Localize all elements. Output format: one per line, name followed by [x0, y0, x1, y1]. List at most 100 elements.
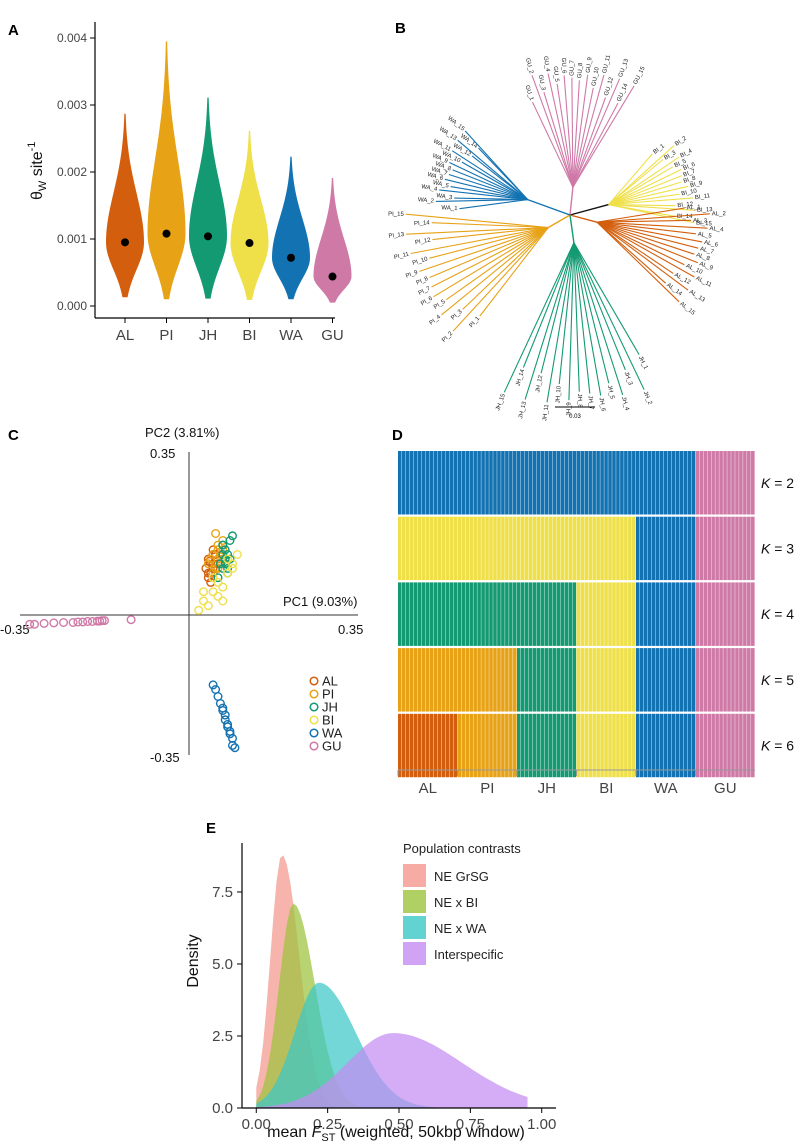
legend-swatch-interspecific [403, 942, 426, 965]
bar-gu [711, 713, 715, 778]
bar-bi [632, 648, 636, 712]
bar-gu [747, 648, 751, 712]
bar-pi [477, 516, 481, 581]
bar-gu [707, 713, 711, 778]
bar-bi [612, 516, 616, 581]
bar-pi [509, 648, 513, 712]
bar-pi [501, 582, 505, 646]
bar-jh [568, 516, 573, 581]
bar-al [425, 516, 430, 581]
legend-title: Population contrasts [403, 841, 521, 856]
branch-al_2 [596, 213, 710, 223]
bar-pi [485, 451, 489, 515]
tip-label-gu_14: GU_14 [616, 82, 629, 102]
tip-label-pi_4: PI_4 [429, 314, 443, 327]
tip-label-gu_11: GU_11 [602, 54, 612, 74]
bar-wa [691, 648, 696, 712]
bar-bi [592, 648, 596, 712]
bar-bi [576, 648, 581, 712]
bar-wa [639, 451, 644, 515]
x-tick-label-bi: BI [242, 327, 256, 344]
bar-jh [517, 516, 521, 581]
point-bi [203, 601, 213, 611]
point-jh [227, 531, 237, 541]
branch-bi_1 [608, 153, 653, 205]
tip-label-bi_6: BI_6 [682, 162, 696, 172]
branch-jh_1 [573, 242, 640, 355]
bar-jh [536, 516, 541, 581]
branch-jh_14 [522, 242, 575, 368]
bar-al [445, 713, 450, 778]
bar-bi [616, 713, 620, 778]
x-axis-title-sub: ST [321, 1132, 335, 1142]
bar-wa [647, 582, 652, 646]
bar-bi [596, 582, 600, 646]
bar-wa [671, 516, 676, 581]
bar-wa [679, 582, 684, 646]
median-dot-wa [287, 253, 295, 262]
bar-jh [520, 582, 525, 646]
bar-wa [659, 648, 664, 712]
bar-jh [564, 713, 569, 778]
admixture-bars [398, 451, 755, 780]
bar-bi [628, 582, 632, 646]
bar-jh [528, 713, 533, 778]
branch-wa_4 [439, 189, 528, 201]
bar-pi [509, 516, 513, 581]
bar-wa [683, 648, 688, 712]
k-letter: K [761, 606, 771, 622]
bar-bi [620, 451, 624, 515]
y-tick-label: 2.5 [212, 1028, 233, 1045]
branch-wa_15 [464, 130, 529, 200]
violin-chart: 0.000 0.001 0.002 0.003 0.004 AL PI JH BI WA GU θ… [26, 22, 352, 344]
bar-bi [620, 713, 624, 778]
bar-gu [711, 451, 715, 515]
bar-gu [727, 451, 731, 515]
bar-pi [489, 582, 493, 646]
x-axis-title: mean FST (weighted, 50kbp window) [267, 1124, 525, 1142]
tip-label-bi_13: BI_13 [697, 207, 714, 214]
bar-bi [608, 648, 612, 712]
bar-wa [655, 451, 660, 515]
bar-pi [457, 516, 462, 581]
bar-wa [663, 582, 668, 646]
bar-al [445, 582, 450, 646]
bar-wa [647, 451, 652, 515]
bar-wa [675, 582, 680, 646]
bar-pi [469, 516, 473, 581]
x-axis-title-pre: mean [267, 1124, 311, 1141]
k-label-4: K = 4 [761, 606, 794, 622]
bar-wa [687, 516, 692, 581]
bar-bi [632, 516, 636, 581]
bar-pi [513, 582, 517, 646]
branch-jh_4 [573, 242, 624, 396]
bar-jh [544, 451, 549, 515]
tip-label-bi_2: BI_2 [674, 135, 688, 147]
branch-wa_13 [457, 139, 529, 201]
point-jh [223, 563, 233, 573]
bar-gu [707, 451, 711, 515]
bar-jh [560, 648, 565, 712]
bar-gu [719, 451, 723, 515]
bar-gu [727, 516, 731, 581]
bar-pi [505, 582, 509, 646]
bar-bi [616, 516, 620, 581]
bar-al [398, 648, 402, 712]
bar-jh [532, 582, 537, 646]
bar-pi [481, 713, 485, 778]
bar-al [433, 648, 438, 712]
bar-wa [683, 713, 688, 778]
pc2-label: PC2 (3.81%) [145, 425, 219, 440]
y-tick-label: 0.001 [57, 232, 87, 246]
bar-al [449, 451, 454, 515]
bar-al [401, 516, 406, 581]
density-ne-x-wa [256, 982, 528, 1108]
point-wa [220, 710, 230, 720]
tip-label-al_6: AL_6 [703, 240, 719, 249]
bar-al [413, 451, 418, 515]
bar-pi [457, 582, 462, 646]
panel-letter-e: E [206, 820, 216, 837]
bar-jh [517, 582, 521, 646]
branch-pi_13 [406, 226, 549, 235]
panel-letter-d: D [392, 427, 403, 444]
